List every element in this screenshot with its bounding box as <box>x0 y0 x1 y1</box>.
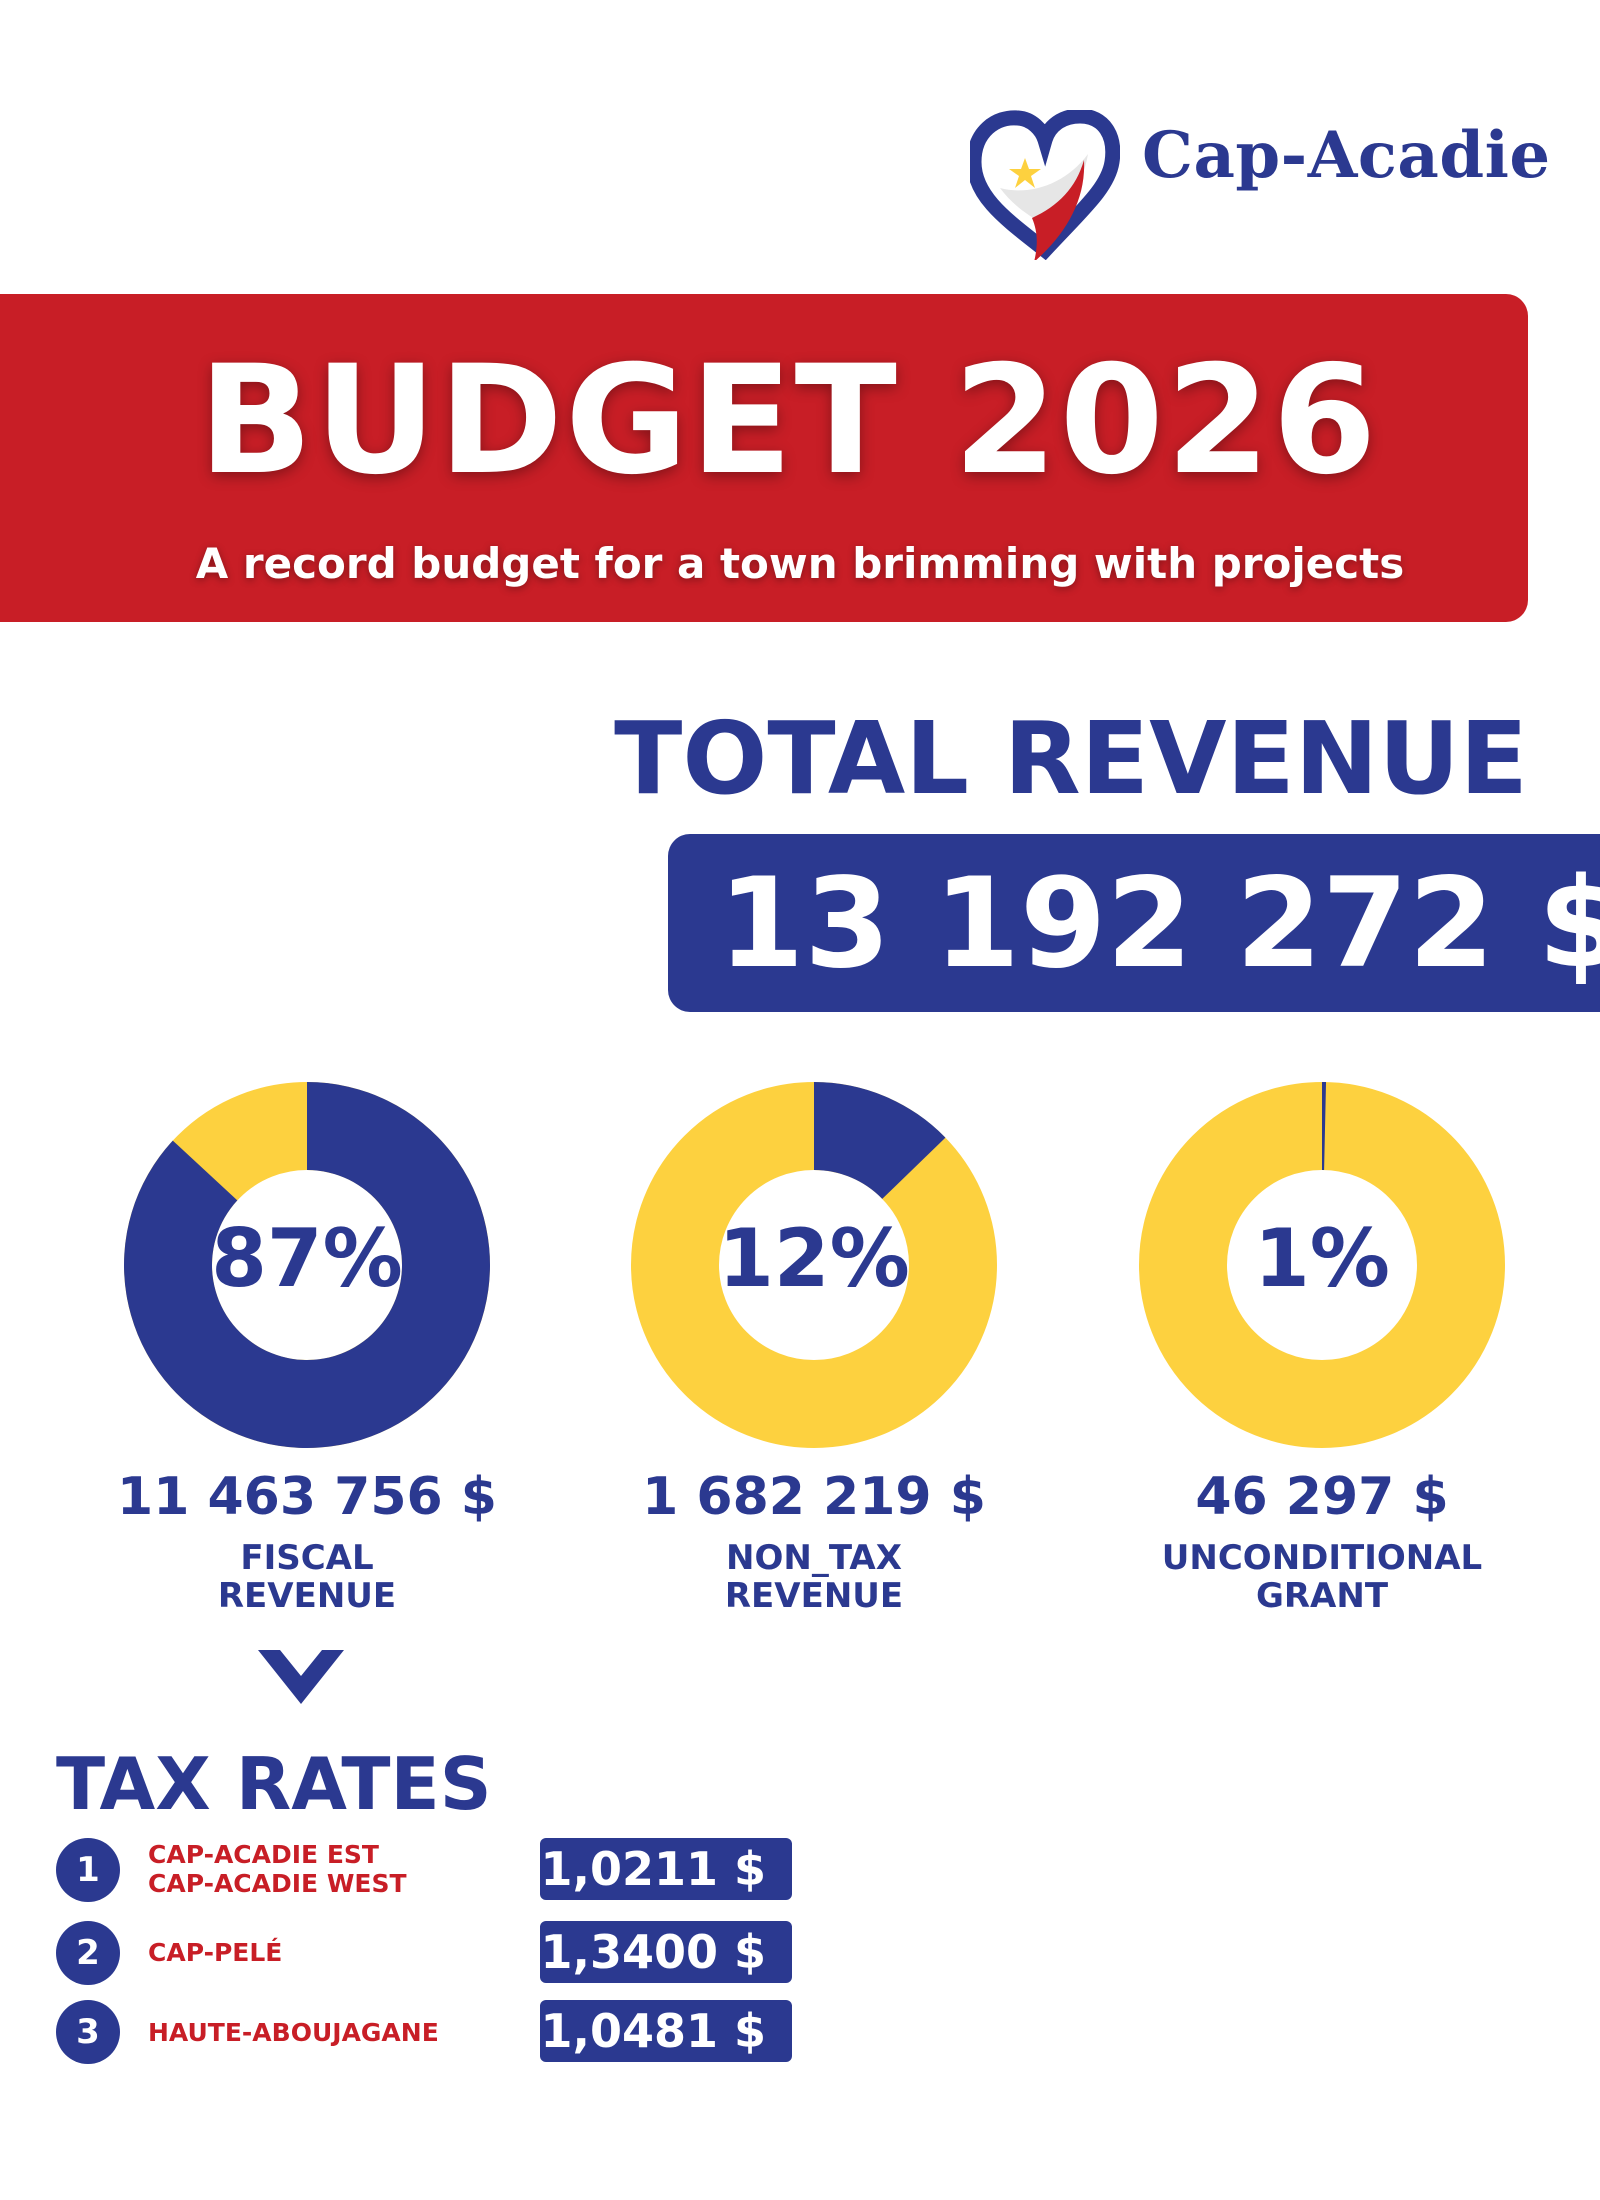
non-tax-revenue-donut: 12% 1 682 219 $ NON_TAX REVENUE <box>624 1075 1004 1615</box>
non-tax-revenue-donut-chart <box>631 1082 997 1448</box>
tax-rate-value: 1,0211 $ <box>540 1838 792 1900</box>
unconditional-grant-label: UNCONDITIONAL GRANT <box>1132 1539 1512 1615</box>
total-revenue-value: 13 192 272 $ <box>718 852 1600 996</box>
tax-rate-area-line2: CAP-ACADIE WEST <box>148 1869 407 1898</box>
fiscal-revenue-donut-slice <box>123 1082 490 1448</box>
non-tax-revenue-label-line2: REVENUE <box>724 1576 904 1616</box>
unconditional-grant-donut-chart <box>1139 1082 1505 1448</box>
page-subtitle: A record budget for a town brimming with… <box>195 539 1405 588</box>
tax-rate-row: 1 CAP-ACADIE EST CAP-ACADIE WEST 1,0211 … <box>56 1838 796 1902</box>
tax-rate-value: 1,3400 $ <box>540 1921 792 1983</box>
tax-rate-area-line1: CAP-ACADIE EST <box>148 1840 379 1869</box>
chevron-down-icon <box>258 1650 344 1704</box>
fiscal-revenue-label-line2: REVENUE <box>217 1576 397 1616</box>
unconditional-grant-donut: 1% 46 297 $ UNCONDITIONAL GRANT <box>1132 1075 1512 1615</box>
budget-banner: BUDGET 2026 A record budget for a town b… <box>0 294 1528 622</box>
tax-rate-area: CAP-ACADIE EST CAP-ACADIE WEST <box>148 1840 407 1898</box>
tax-rate-area-line1: CAP-PELÉ <box>148 1938 283 1967</box>
non-tax-revenue-label-line1: NON_TAX <box>726 1538 902 1578</box>
non-tax-revenue-amount: 1 682 219 $ <box>642 1467 986 1527</box>
non-tax-revenue-percent: 12% <box>718 1212 910 1305</box>
tax-rate-value: 1,0481 $ <box>540 2000 792 2062</box>
tax-rate-row: 2 CAP-PELÉ 1,3400 $ <box>56 1921 796 1985</box>
fiscal-revenue-label-line1: FISCAL <box>240 1538 374 1578</box>
brand-logo: Cap-Acadie <box>970 110 1550 270</box>
fiscal-revenue-amount: 11 463 756 $ <box>117 1467 497 1527</box>
heart-with-star-logo-icon <box>970 110 1120 260</box>
tax-rate-number: 2 <box>56 1921 120 1985</box>
unconditional-grant-label-line1: UNCONDITIONAL <box>1161 1538 1483 1578</box>
fiscal-revenue-percent: 87% <box>211 1212 403 1305</box>
unconditional-grant-label-line2: GRANT <box>1255 1576 1389 1616</box>
tax-rate-number: 1 <box>56 1838 120 1902</box>
fiscal-revenue-donut-chart <box>123 1082 490 1448</box>
tax-rates-title: TAX RATES <box>56 1742 492 1826</box>
unconditional-grant-percent: 1% <box>1254 1212 1390 1305</box>
tax-rate-area: HAUTE-ABOUJAGANE <box>148 2018 439 2047</box>
tax-rate-area-line1: HAUTE-ABOUJAGANE <box>148 2018 439 2047</box>
fiscal-revenue-label: FISCAL REVENUE <box>117 1539 497 1615</box>
non-tax-revenue-donut-slice <box>814 1082 946 1199</box>
non-tax-revenue-label: NON_TAX REVENUE <box>624 1539 1004 1615</box>
tax-rate-row: 3 HAUTE-ABOUJAGANE 1,0481 $ <box>56 2000 796 2064</box>
tax-rate-number: 3 <box>56 2000 120 2064</box>
fiscal-revenue-donut: 87% 11 463 756 $ FISCAL REVENUE <box>117 1075 497 1615</box>
tax-rate-area: CAP-PELÉ <box>148 1938 282 1967</box>
total-revenue-box: 13 192 272 $ <box>668 834 1600 1012</box>
total-revenue-title: TOTAL REVENUE <box>614 700 1528 817</box>
brand-name: Cap-Acadie <box>1142 118 1551 193</box>
unconditional-grant-amount: 46 297 $ <box>1195 1467 1449 1527</box>
page-title: BUDGET 2026 <box>198 334 1379 508</box>
unconditional-grant-donut-slice <box>1322 1082 1327 1171</box>
